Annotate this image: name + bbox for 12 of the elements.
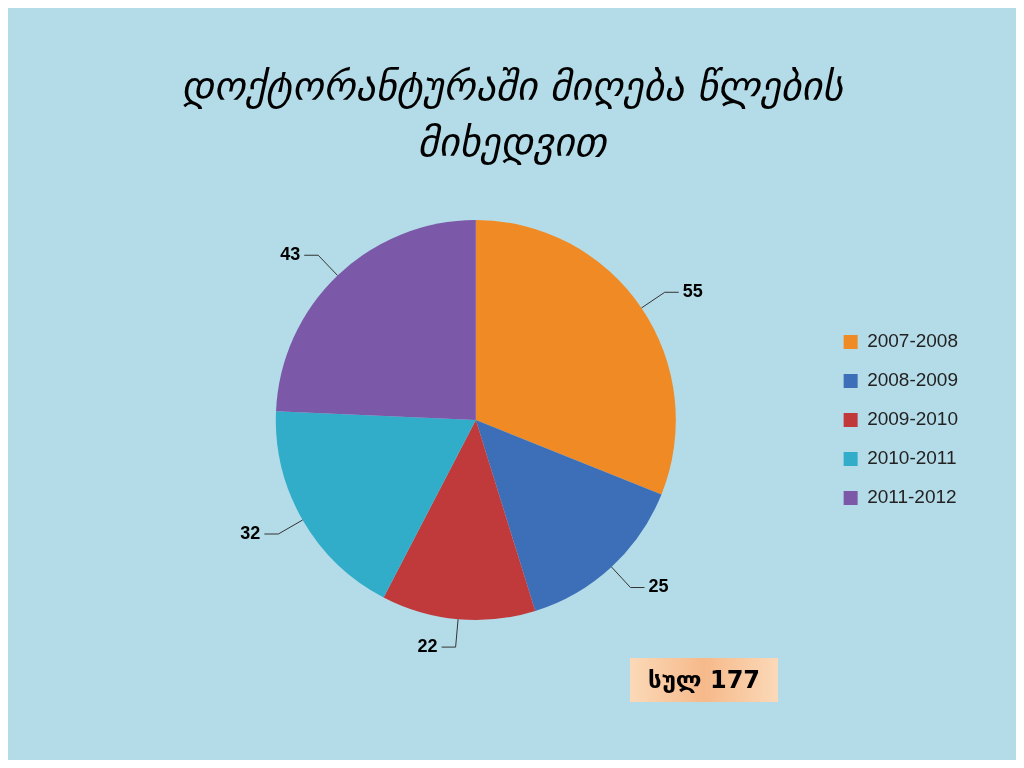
legend-label: 2010-2011 xyxy=(867,447,957,469)
data-label: 43 xyxy=(280,244,301,265)
legend-label: 2009-2010 xyxy=(867,408,959,430)
text: სულ 177 xyxy=(630,658,779,702)
data-label: 22 xyxy=(417,636,438,657)
data-label: 55 xyxy=(682,281,703,302)
legend-label: 2011-2012 xyxy=(867,486,957,508)
legend-label: 2008-2009 xyxy=(867,369,959,391)
data-label: 32 xyxy=(240,522,261,543)
data-label: 25 xyxy=(648,576,669,597)
legend-label: 2007-2008 xyxy=(867,330,959,352)
chart-title: დოქტორანტურაში მიღება წლების მიხედვით xyxy=(180,62,844,167)
